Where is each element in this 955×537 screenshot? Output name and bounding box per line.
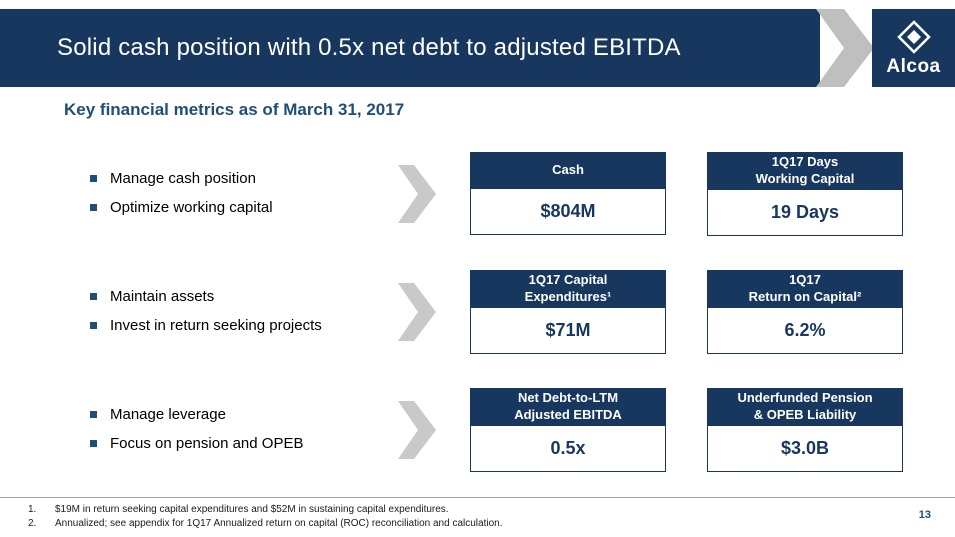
bullet-text: Optimize working capital — [110, 199, 273, 216]
bullet-text: Maintain assets — [110, 288, 215, 306]
banner-fold-chevron-icon — [816, 9, 874, 87]
footnote-item: 2. Annualized; see appendix for 1Q17 Ann… — [28, 517, 503, 531]
metric-card-value: $71M — [470, 307, 666, 354]
footer-divider — [0, 497, 955, 498]
metric-card-value: 19 Days — [707, 189, 903, 236]
metric-card-header: 1Q17 Return on Capital² — [707, 270, 903, 308]
bullet-item: Maintain assets — [90, 288, 322, 307]
metric-card-pension-opeb: Underfunded Pension & OPEB Liability $3.… — [707, 388, 903, 472]
metric-card-header: Cash — [470, 152, 666, 189]
metric-row-capital: Maintain assets Invest in return seeking… — [0, 270, 955, 354]
metric-row-leverage: Manage leverage Focus on pension and OPE… — [0, 388, 955, 472]
bullet-text: Invest in return seeking projects — [110, 317, 322, 334]
bullet-text: Manage leverage — [110, 406, 226, 424]
bullet-square-icon — [90, 322, 97, 329]
metric-card-header: 1Q17 Capital Expenditures¹ — [470, 270, 666, 308]
arrow-right-icon — [398, 401, 436, 459]
bullet-square-icon — [90, 204, 97, 211]
footnote-text: $19M in return seeking capital expenditu… — [55, 504, 449, 515]
metric-card-cash: Cash $804M — [470, 152, 666, 235]
slide-subtitle: Key financial metrics as of March 31, 20… — [64, 100, 405, 119]
metric-card-capex: 1Q17 Capital Expenditures¹ $71M — [470, 270, 666, 354]
bullet-list: Maintain assets Invest in return seeking… — [90, 270, 322, 354]
footnote-text: Annualized; see appendix for 1Q17 Annual… — [55, 518, 503, 529]
bullet-square-icon — [90, 411, 97, 419]
footnote-item: 1. $19M in return seeking capital expend… — [28, 503, 503, 517]
metric-card-net-debt: Net Debt-to-LTM Adjusted EBITDA 0.5x — [470, 388, 666, 472]
alcoa-logo: Alcoa — [872, 9, 955, 87]
bullet-item: Manage cash position — [90, 170, 273, 189]
bullet-item: Manage leverage — [90, 406, 303, 425]
slide-title: Solid cash position with 0.5x net debt t… — [57, 34, 681, 61]
metric-card-days-working-capital: 1Q17 Days Working Capital 19 Days — [707, 152, 903, 236]
bullet-list: Manage cash position Optimize working ca… — [90, 152, 273, 236]
metric-card-return-on-capital: 1Q17 Return on Capital² 6.2% — [707, 270, 903, 354]
metric-card-header: Underfunded Pension & OPEB Liability — [707, 388, 903, 426]
alcoa-diamond-icon — [896, 20, 931, 54]
alcoa-wordmark: Alcoa — [886, 56, 941, 77]
metric-card-header: 1Q17 Days Working Capital — [707, 152, 903, 190]
footnote-number: 2. — [28, 518, 37, 529]
metric-card-value: 6.2% — [707, 307, 903, 354]
bullet-square-icon — [90, 175, 97, 183]
metric-card-header: Net Debt-to-LTM Adjusted EBITDA — [470, 388, 666, 426]
bullet-item: Focus on pension and OPEB — [90, 435, 303, 454]
title-banner: Solid cash position with 0.5x net debt t… — [0, 9, 820, 87]
bullet-text: Manage cash position — [110, 170, 256, 188]
bullet-list: Manage leverage Focus on pension and OPE… — [90, 388, 303, 472]
footnote-number: 1. — [28, 504, 37, 515]
bullet-square-icon — [90, 293, 97, 301]
metric-card-value: 0.5x — [470, 425, 666, 472]
metric-card-value: $3.0B — [707, 425, 903, 472]
arrow-right-icon — [398, 283, 436, 341]
bullet-text: Focus on pension and OPEB — [110, 435, 304, 452]
bullet-square-icon — [90, 440, 97, 447]
footnotes: 1. $19M in return seeking capital expend… — [28, 503, 503, 531]
bullet-item: Invest in return seeking projects — [90, 317, 322, 336]
page-number: 13 — [918, 509, 931, 521]
metric-card-value: $804M — [470, 189, 666, 235]
metric-row-cash: Manage cash position Optimize working ca… — [0, 152, 955, 236]
arrow-right-icon — [398, 165, 436, 223]
bullet-item: Optimize working capital — [90, 199, 273, 218]
